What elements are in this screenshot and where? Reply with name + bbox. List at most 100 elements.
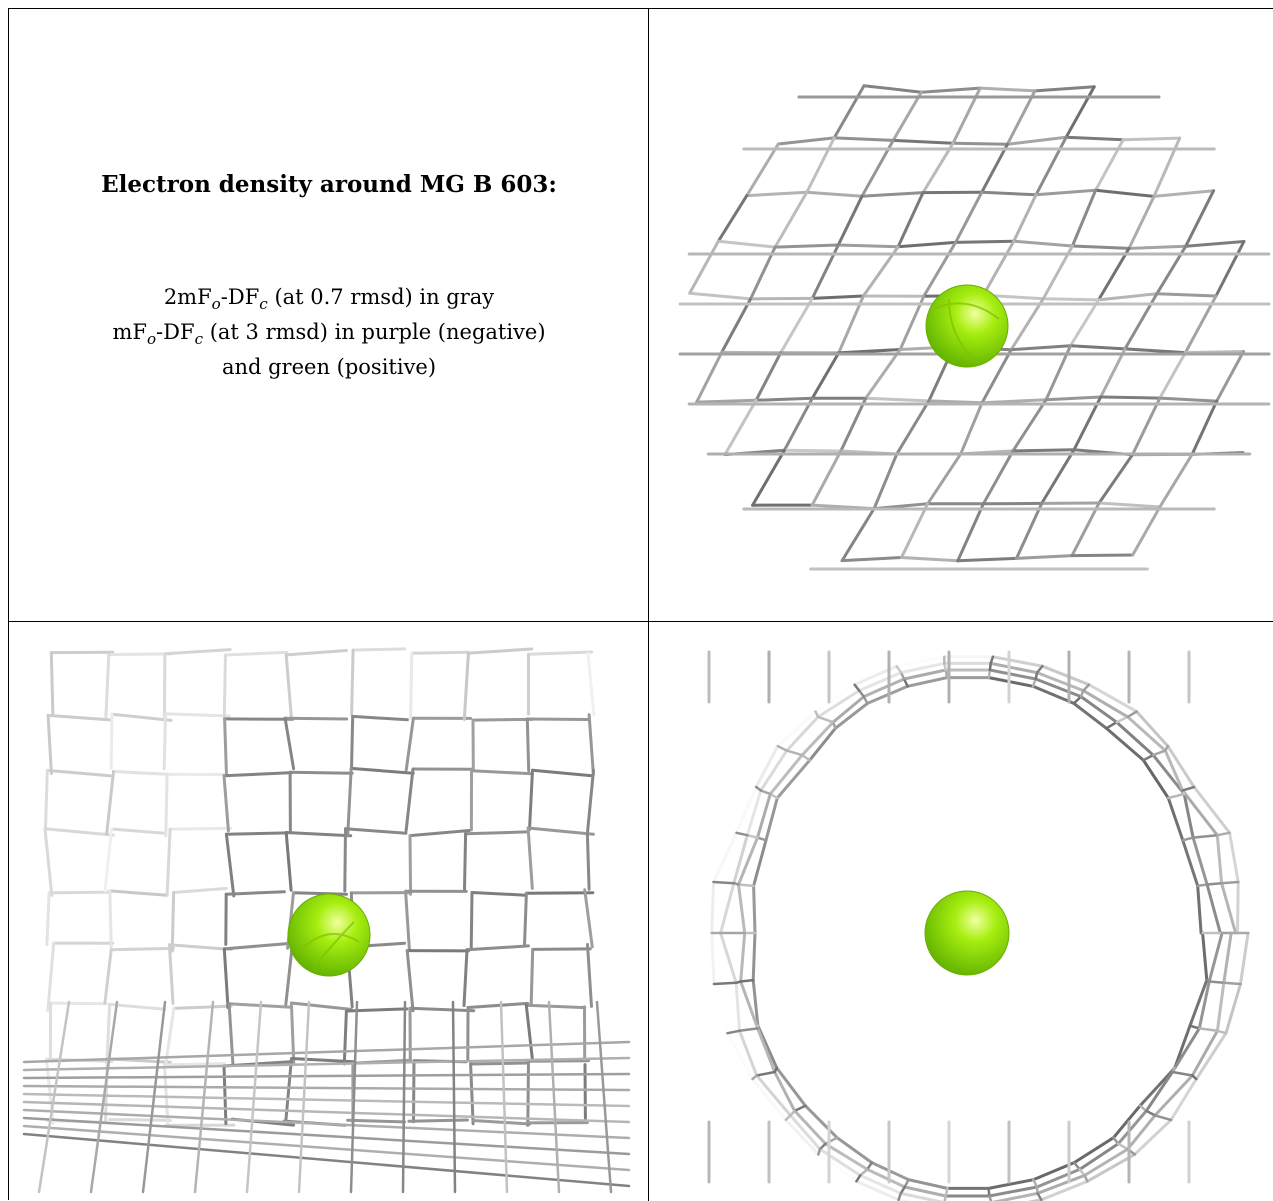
mesh-edge [165, 1064, 225, 1066]
mesh-edge [471, 1064, 474, 1124]
mesh-edge [1198, 886, 1201, 933]
mesh-edge [291, 1003, 351, 1009]
mesh-edge [1135, 1120, 1171, 1155]
mesh-edge [225, 652, 286, 655]
mesh-edge [45, 829, 113, 835]
mesh-edge [46, 770, 48, 828]
mesh-edge [740, 1028, 758, 1030]
mesh-edge [956, 192, 982, 242]
mesh-edge [527, 719, 528, 771]
mesh-edge [838, 196, 862, 245]
mesh-edge [1117, 722, 1154, 755]
mesh-edge [468, 1003, 528, 1007]
mesh-edge [1125, 294, 1157, 349]
density-view-3 [649, 622, 1273, 1201]
mesh-edge [111, 948, 173, 949]
mesh-edge [1217, 983, 1223, 1031]
density-mesh-view-3 [649, 622, 1273, 1201]
mesh-edge [1143, 755, 1153, 760]
mesh-edge [1209, 933, 1222, 982]
mesh-edge [805, 1106, 837, 1138]
mesh-edge [1207, 885, 1220, 934]
mesh-edge [725, 400, 756, 454]
mesh-edge [838, 245, 898, 247]
mesh-edge [1101, 349, 1125, 397]
mesh-edge [718, 241, 775, 247]
mesh-edge [1074, 703, 1107, 728]
mesh-edge [958, 504, 984, 561]
mesh-edge [1085, 1175, 1088, 1181]
mesh-edge [1007, 137, 1066, 144]
mesh-edge [761, 791, 771, 795]
mesh-edge [106, 655, 109, 717]
mesh-edge [530, 770, 533, 829]
mesh-edge [353, 649, 405, 650]
mesh-edge [795, 1106, 806, 1111]
mesh-edge [714, 882, 734, 883]
mesh-edge [775, 192, 807, 247]
mesh-edge [1043, 299, 1098, 300]
mesh-edge [802, 755, 810, 760]
mesh-edge [174, 1006, 231, 1008]
mesh-edge [1192, 1076, 1196, 1080]
mesh-edge [1133, 507, 1160, 555]
mesh-edge [1143, 760, 1168, 798]
mesh-edge [1083, 685, 1089, 691]
density-view-1 [649, 9, 1273, 622]
mesh-edge [1230, 833, 1239, 882]
mesh-edge [410, 831, 469, 836]
mesh-edge [112, 829, 165, 833]
mesh-edge [172, 893, 173, 952]
mesh-edge [1217, 835, 1221, 883]
mesh-edge [929, 401, 982, 403]
mesh-edge [286, 951, 292, 1005]
mesh-edge [756, 398, 812, 400]
mesh-edge [407, 951, 413, 1011]
mesh-edge [471, 1063, 527, 1064]
mesh-edge [1099, 248, 1129, 300]
mesh-edge [472, 771, 533, 774]
mesh-edge [466, 832, 527, 834]
mesh-edge [597, 1002, 611, 1192]
mesh-edge [105, 950, 111, 1004]
mesh-edge [351, 768, 413, 773]
mesh-edge [712, 882, 714, 933]
mesh-edge [758, 1028, 775, 1072]
mesh-edge [169, 945, 173, 1004]
caption-line-positive: and green (positive) [9, 355, 649, 379]
mesh-edge [1129, 246, 1186, 248]
mesh-edge [226, 834, 233, 896]
mesh-edge [1106, 722, 1116, 728]
mesh-edge [285, 718, 347, 719]
mesh-edge [856, 1175, 860, 1181]
mesh-edge [345, 829, 346, 891]
mesh-edge [1183, 838, 1193, 841]
mesh-edge [47, 770, 110, 775]
mesh-edge [526, 1005, 532, 1059]
mesh-edge [1066, 137, 1123, 140]
mesh-edge [721, 883, 734, 933]
mesh-edge [585, 890, 593, 947]
mesh-edge [1224, 983, 1241, 984]
mesh-edge [864, 679, 904, 697]
mesh-edge [756, 787, 761, 791]
mesh-edge [174, 888, 227, 892]
mg-atom-sphere [926, 285, 1008, 367]
mesh-edge [1153, 751, 1165, 756]
mesh-edge [1193, 835, 1217, 837]
mesh-edge [898, 193, 923, 247]
mesh-edge [902, 558, 958, 561]
mesh-edge [1038, 1193, 1042, 1199]
mesh-edge [1128, 1115, 1155, 1149]
mesh-edge [224, 1066, 226, 1124]
mesh-edge [527, 719, 588, 720]
mesh-edge [352, 716, 353, 768]
mesh-edge [714, 984, 728, 1033]
mesh-edge [1014, 195, 1036, 241]
mesh-edge [714, 833, 737, 882]
caption-line-2fofc: 2mFo-DFc (at 0.7 rmsd) in gray [9, 285, 649, 313]
mesh-edge [818, 717, 833, 722]
mesh-edge [170, 828, 231, 829]
mesh-edge [754, 840, 766, 886]
density-view-2 [9, 622, 649, 1201]
